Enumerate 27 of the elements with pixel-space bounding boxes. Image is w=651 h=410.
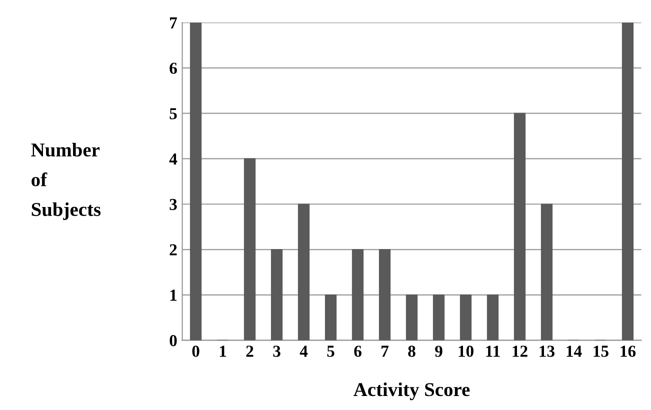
x-tick-label: 5: [327, 346, 334, 357]
x-tick-label: 3: [273, 346, 280, 357]
x-tick-label: 9: [435, 346, 442, 357]
x-tick-label: 7: [382, 346, 389, 357]
x-axis-title: Activity Score: [354, 382, 470, 400]
x-tick-label: 15: [594, 346, 608, 357]
x-tick-label: 1: [220, 346, 226, 357]
x-tick-label: 14: [566, 346, 582, 357]
y-tick-label: 5: [170, 108, 177, 120]
x-tick-label: 6: [354, 346, 362, 357]
y-tick-label: 0: [170, 335, 177, 346]
x-tick-label: 2: [246, 346, 254, 357]
x-tick-label: 10: [458, 346, 474, 357]
x-tick-label: 0: [192, 346, 200, 357]
y-axis-title: Number of Subjects: [31, 142, 101, 220]
y-tick-label: 7: [170, 17, 178, 28]
x-tick-label: 8: [408, 346, 416, 357]
x-tick-label: 16: [620, 346, 636, 357]
y-tick-label: 2: [170, 244, 177, 256]
x-tick-label: 4: [300, 346, 308, 357]
x-tick-label: 12: [512, 346, 528, 357]
y-tick-label: 4: [169, 154, 178, 165]
y-tick-label: 3: [170, 198, 177, 210]
y-tick-label: 6: [170, 62, 177, 74]
x-tick-label: 13: [540, 346, 555, 357]
y-tick-label: 1: [170, 290, 177, 301]
x-tick-label: 11: [486, 346, 500, 357]
